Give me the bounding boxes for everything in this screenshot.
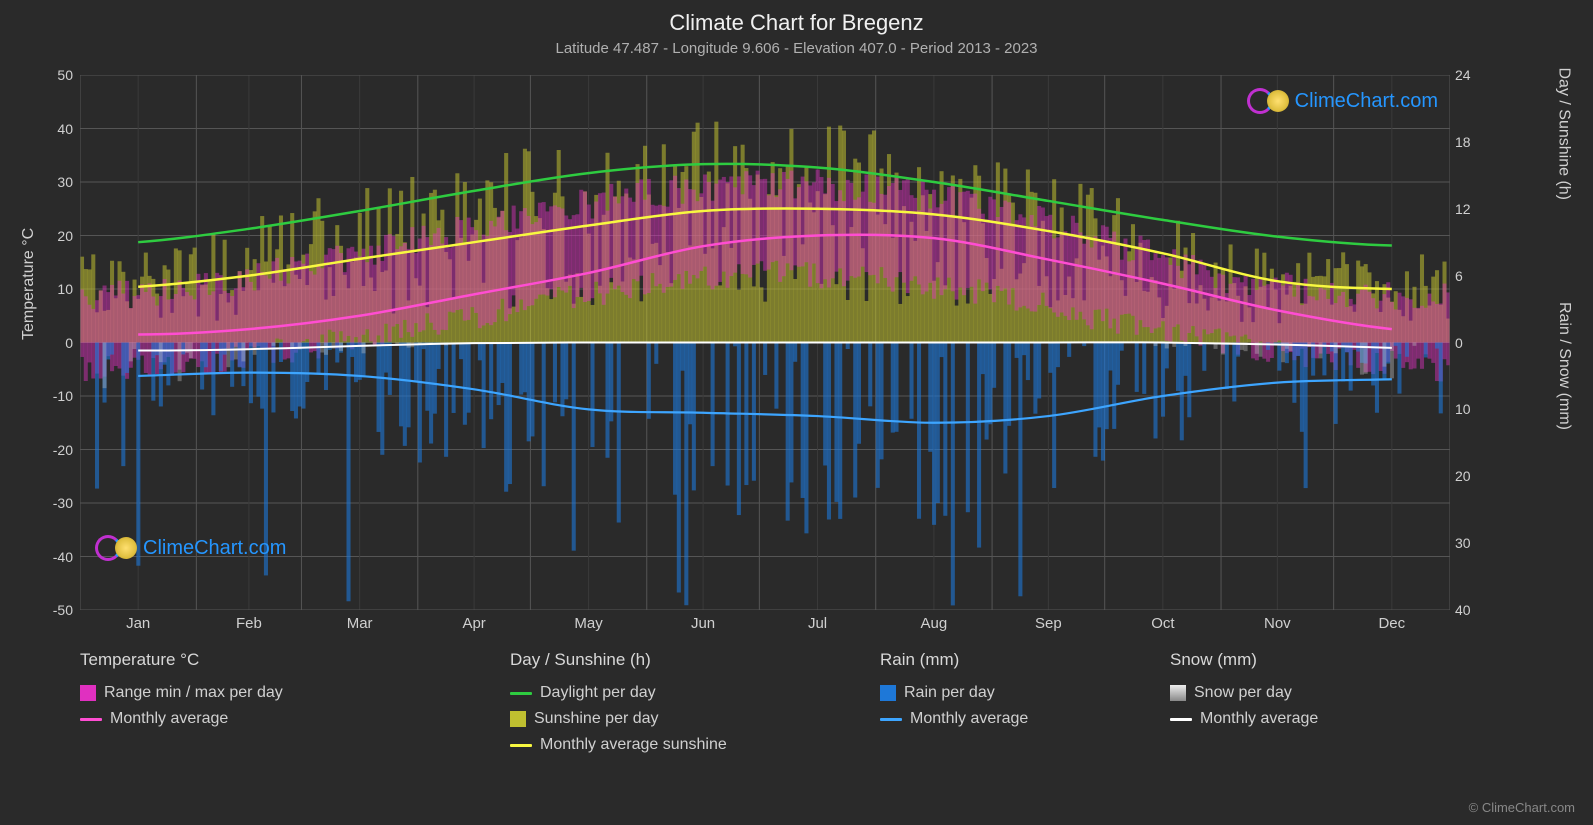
climate-chart-container: Climate Chart for Bregenz Latitude 47.48… — [0, 0, 1593, 825]
swatch-temp-avg — [80, 718, 102, 721]
month-label: Jan — [126, 615, 150, 632]
legend-rain-avg: Monthly average — [880, 710, 1170, 728]
month-label: Feb — [236, 615, 262, 632]
watermark-text: ClimeChart.com — [143, 537, 286, 560]
month-label: May — [574, 615, 602, 632]
legend-snow-avg: Monthly average — [1170, 710, 1420, 728]
legend-temp-header: Temperature °C — [80, 650, 510, 670]
plot-area — [80, 75, 1450, 610]
swatch-sunshine — [510, 711, 526, 727]
ytick-right-sun: 6 — [1455, 268, 1495, 284]
ytick-right-sun: 0 — [1455, 335, 1495, 351]
ytick-left: 40 — [23, 121, 73, 137]
ytick-left: 0 — [23, 335, 73, 351]
swatch-daylight — [510, 692, 532, 695]
ytick-left: -40 — [23, 549, 73, 565]
watermark-top: ClimeChart.com — [1247, 88, 1438, 114]
ytick-left: 30 — [23, 174, 73, 190]
ytick-right-precip: 10 — [1455, 401, 1495, 417]
legend-rain: Rain (mm) Rain per day Monthly average — [880, 650, 1170, 754]
ytick-left: 10 — [23, 281, 73, 297]
logo-sun-icon — [1267, 90, 1289, 112]
month-label: Jun — [691, 615, 715, 632]
month-label: Dec — [1378, 615, 1405, 632]
chart-title: Climate Chart for Bregenz — [0, 10, 1593, 36]
legend-temp-range: Range min / max per day — [80, 684, 510, 702]
ytick-right-precip: 40 — [1455, 602, 1495, 618]
y-axis-right-bottom-label: Rain / Snow (mm) — [1555, 302, 1573, 430]
ytick-left: 50 — [23, 67, 73, 83]
month-label: Apr — [462, 615, 485, 632]
chart-subtitle: Latitude 47.487 - Longitude 9.606 - Elev… — [0, 40, 1593, 57]
ytick-left: -50 — [23, 602, 73, 618]
legend-temp-avg: Monthly average — [80, 710, 510, 728]
legend-sunshine-bar: Sunshine per day — [510, 710, 880, 728]
watermark-text: ClimeChart.com — [1295, 90, 1438, 113]
ytick-right-sun: 18 — [1455, 134, 1495, 150]
month-label: Aug — [921, 615, 948, 632]
swatch-snow-avg — [1170, 718, 1192, 721]
month-label: Nov — [1264, 615, 1291, 632]
ytick-left: -30 — [23, 495, 73, 511]
swatch-temp-range — [80, 685, 96, 701]
legend-snow-header: Snow (mm) — [1170, 650, 1420, 670]
swatch-sunshine-avg — [510, 744, 532, 747]
ytick-left: -10 — [23, 388, 73, 404]
month-labels: Jan Feb Mar Apr May Jun Jul Aug Sep Oct Nov Dec — [80, 615, 1450, 635]
legend-rain-bar: Rain per day — [880, 684, 1170, 702]
ytick-left: -20 — [23, 442, 73, 458]
legend-rain-header: Rain (mm) — [880, 650, 1170, 670]
ytick-right-sun: 24 — [1455, 67, 1495, 83]
watermark-bottom: ClimeChart.com — [95, 535, 286, 561]
legend-daylight-line: Daylight per day — [510, 684, 880, 702]
swatch-rain — [880, 685, 896, 701]
credit-text: © ClimeChart.com — [1469, 800, 1575, 815]
month-label: Sep — [1035, 615, 1062, 632]
ytick-right-precip: 30 — [1455, 535, 1495, 551]
legend: Temperature °C Range min / max per day M… — [80, 650, 1500, 754]
month-label: Oct — [1151, 615, 1174, 632]
legend-sunshine-avg: Monthly average sunshine — [510, 736, 880, 754]
legend-snow-bar: Snow per day — [1170, 684, 1420, 702]
logo-sun-icon — [115, 537, 137, 559]
y-axis-right-top-label: Day / Sunshine (h) — [1555, 67, 1573, 200]
ytick-right-precip: 20 — [1455, 468, 1495, 484]
ytick-left: 20 — [23, 228, 73, 244]
swatch-rain-avg — [880, 718, 902, 721]
month-label: Jul — [808, 615, 827, 632]
ytick-right-sun: 12 — [1455, 201, 1495, 217]
legend-snow: Snow (mm) Snow per day Monthly average — [1170, 650, 1420, 754]
legend-daylight: Day / Sunshine (h) Daylight per day Suns… — [510, 650, 880, 754]
legend-temperature: Temperature °C Range min / max per day M… — [80, 650, 510, 754]
month-label: Mar — [347, 615, 373, 632]
legend-day-header: Day / Sunshine (h) — [510, 650, 880, 670]
swatch-snow — [1170, 685, 1186, 701]
